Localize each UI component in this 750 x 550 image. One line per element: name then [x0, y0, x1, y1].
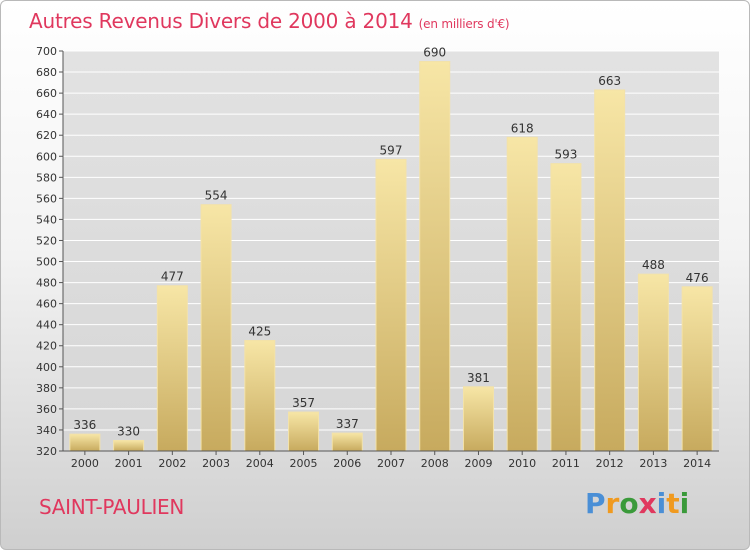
data-label-2004: 425 — [248, 324, 271, 338]
data-label-2009: 381 — [467, 371, 490, 385]
data-label-2008: 690 — [423, 46, 446, 60]
y-tick-label: 640 — [36, 108, 57, 121]
x-tick-label: 2004 — [246, 457, 274, 470]
city-name: SAINT-PAULIEN — [39, 495, 185, 519]
data-label-2013: 488 — [642, 258, 665, 272]
x-tick-label: 2014 — [683, 457, 711, 470]
x-tick-label: 2012 — [596, 457, 624, 470]
x-tick-label: 2001 — [115, 457, 143, 470]
x-tick-label: 2009 — [464, 457, 492, 470]
data-label-2001: 330 — [117, 424, 140, 438]
y-tick-label: 700 — [36, 45, 57, 58]
bar-2013 — [637, 273, 669, 452]
x-tick-label: 2008 — [421, 457, 449, 470]
x-tick-label: 2013 — [639, 457, 667, 470]
y-tick-label: 680 — [36, 66, 57, 79]
y-tick-label: 440 — [36, 319, 57, 332]
data-label-2011: 593 — [554, 148, 577, 162]
y-tick-label: 420 — [36, 340, 57, 353]
data-label-2002: 477 — [161, 270, 184, 284]
y-tick-label: 620 — [36, 129, 57, 142]
y-tick-label: 500 — [36, 256, 57, 269]
bar-2000 — [69, 433, 101, 452]
bar-2012 — [594, 89, 626, 452]
bar-2010 — [506, 136, 538, 452]
chart-subtitle: (en milliers d'€) — [418, 17, 510, 31]
bar-2006 — [331, 432, 363, 452]
bar-2004 — [244, 339, 276, 452]
y-tick-label: 340 — [36, 424, 57, 437]
bar-2011 — [550, 163, 582, 452]
y-tick-label: 580 — [36, 171, 57, 184]
data-label-2014: 476 — [686, 271, 709, 285]
logo-letter: i — [679, 487, 690, 520]
bar-2008 — [419, 61, 451, 452]
y-tick-label: 460 — [36, 298, 57, 311]
bar-2005 — [288, 411, 320, 452]
chart-title-text: Autres Revenus Divers de 2000 à 2014 — [29, 9, 413, 33]
logo-letter: x — [638, 487, 657, 520]
data-label-2000: 336 — [73, 418, 96, 432]
bar-2007 — [375, 158, 407, 452]
x-tick-label: 2000 — [71, 457, 99, 470]
y-tick-label: 480 — [36, 277, 57, 290]
y-tick-label: 540 — [36, 213, 57, 226]
x-tick-label: 2005 — [290, 457, 318, 470]
x-tick-label: 2010 — [508, 457, 536, 470]
y-tick-label: 560 — [36, 192, 57, 205]
data-label-2010: 618 — [511, 121, 534, 135]
y-tick-label: 400 — [36, 361, 57, 374]
bar-2014 — [681, 286, 713, 452]
data-label-2012: 663 — [598, 74, 621, 88]
logo-letter: r — [605, 487, 620, 520]
data-label-2003: 554 — [205, 189, 228, 203]
bar-2003 — [200, 204, 232, 452]
x-axis-ticks: 2000 2001 2002 2003 2004 2005 2006 2007 2008 2009… — [71, 451, 711, 470]
y-axis-ticks: 320 340 360 380 400 420 440 460 480 500 520 540 560 5… — [36, 45, 63, 458]
x-tick-label: 2006 — [333, 457, 361, 470]
y-tick-label: 320 — [36, 445, 57, 458]
y-tick-label: 660 — [36, 87, 57, 100]
x-tick-label: 2002 — [158, 457, 186, 470]
bar-2009 — [462, 386, 494, 452]
x-tick-label: 2011 — [552, 457, 580, 470]
logo-letter: o — [619, 487, 639, 520]
proxiti-logo: Proxiti — [585, 487, 689, 520]
bar-2002 — [156, 285, 188, 452]
data-label-2006: 337 — [336, 417, 359, 431]
bar-2001 — [113, 439, 145, 452]
x-tick-label: 2007 — [377, 457, 405, 470]
y-tick-label: 520 — [36, 234, 57, 247]
logo-letter: t — [666, 487, 680, 520]
x-tick-label: 2003 — [202, 457, 230, 470]
y-tick-label: 600 — [36, 150, 57, 163]
y-tick-label: 360 — [36, 403, 57, 416]
bars: 336 330 477 554 425 357 337 597 690 381 618 593 663 4… — [69, 46, 713, 452]
chart-title: Autres Revenus Divers de 2000 à 2014 (en … — [29, 9, 510, 33]
data-label-2007: 597 — [380, 143, 403, 157]
data-label-2005: 357 — [292, 396, 315, 410]
logo-letter: P — [585, 487, 606, 520]
y-tick-label: 380 — [36, 382, 57, 395]
logo-letter: i — [656, 487, 667, 520]
